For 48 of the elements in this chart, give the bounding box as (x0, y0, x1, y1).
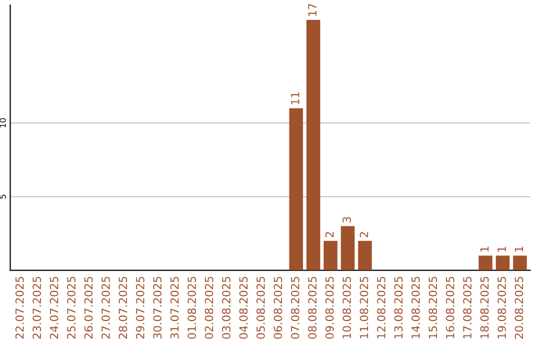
data-label: 1 (480, 246, 489, 252)
bar (324, 240, 338, 270)
x-tick-label: 06.08.2025 (274, 276, 282, 339)
x-tick-label: 07.08.2025 (290, 276, 300, 339)
bar (513, 256, 527, 270)
data-label: 11 (291, 92, 300, 104)
x-tick-label: 11.08.2025 (360, 276, 368, 338)
x-tick-label: 14.08.2025 (411, 276, 420, 338)
bar (496, 256, 510, 270)
bar (289, 108, 303, 270)
x-tick-label: 05.08.2025 (256, 276, 265, 339)
x-tick-label: 19.08.2025 (498, 276, 506, 338)
x-tick-label: 16.08.2025 (446, 276, 454, 338)
x-tick-label: 29.07.2025 (136, 276, 144, 339)
x-tick-label: 10.08.2025 (342, 276, 351, 338)
data-label: 3 (342, 217, 351, 222)
x-tick-label: 23.07.2025 (32, 276, 42, 339)
x-tick-label: 24.07.2025 (50, 276, 58, 339)
data-label: 1 (498, 246, 506, 252)
x-tick-label: 20.08.2025 (514, 276, 524, 339)
x-tick-label: 12.08.2025 (377, 276, 386, 338)
bar (340, 226, 355, 270)
x-tick-label: 03.08.2025 (222, 276, 230, 339)
data-label: 1 (514, 246, 524, 252)
x-tick-label: 04.08.2025 (239, 276, 248, 339)
bar (358, 240, 372, 270)
x-tick-label: 18.08.2025 (480, 276, 489, 338)
x-tick-label: 28.07.2025 (118, 276, 128, 339)
x-tick-label: 17.08.2025 (463, 276, 472, 338)
x-tick-label: 15.08.2025 (428, 276, 438, 338)
y-tick-label: 10 (0, 118, 6, 128)
x-tick-label: 25.07.2025 (67, 276, 76, 339)
x-tick-label: 09.08.2025 (325, 276, 334, 339)
x-tick-label: 08.08.2025 (308, 276, 317, 339)
x-tick-label: 26.07.2025 (84, 276, 93, 339)
x-tick-label: 02.08.2025 (204, 276, 214, 339)
y-tick-label: 5 (0, 194, 6, 199)
x-tick-label: 27.07.2025 (102, 276, 110, 339)
x-tick-label: 22.07.2025 (15, 276, 24, 339)
x-tick-label: 13.08.2025 (394, 276, 403, 338)
x-tick-label: 31.07.2025 (170, 276, 179, 339)
data-label: 17 (308, 4, 316, 16)
x-tick-label: 01.08.2025 (188, 276, 196, 339)
data-label: 2 (360, 232, 368, 238)
bar (478, 256, 492, 270)
data-label: 2 (325, 232, 334, 238)
bar (306, 20, 320, 270)
x-tick-label: 30.07.2025 (153, 276, 162, 339)
